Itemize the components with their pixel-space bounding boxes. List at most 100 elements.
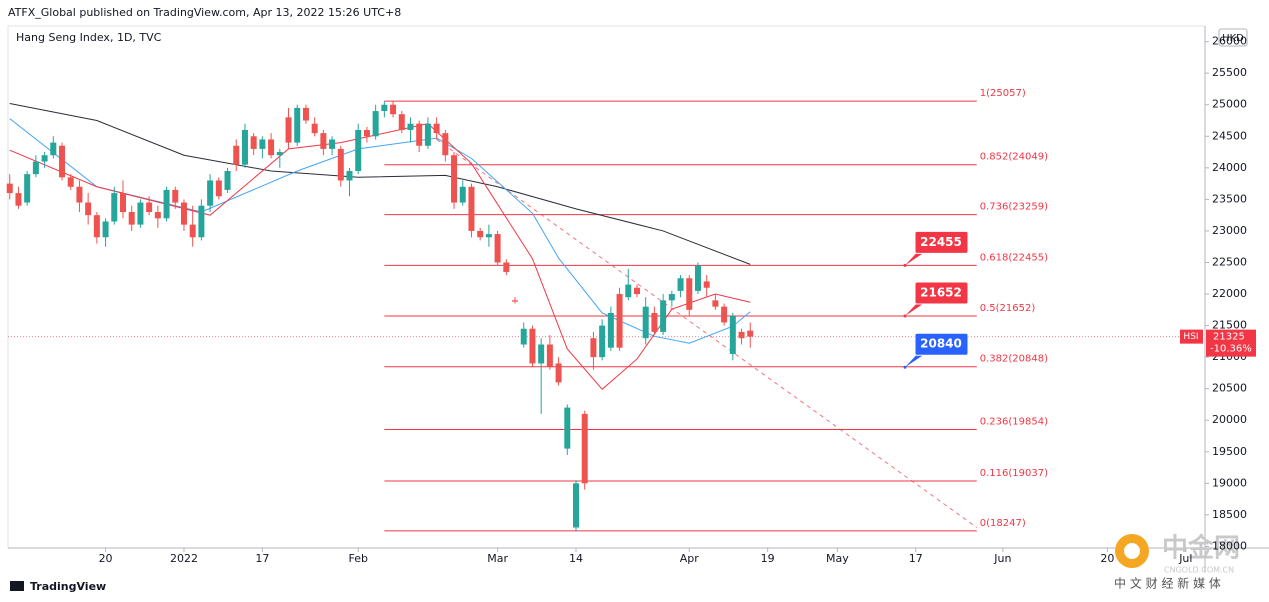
candle-body xyxy=(50,142,57,156)
currency[interactable]: HKD xyxy=(1222,33,1244,44)
candle-body xyxy=(172,189,179,203)
candle-body xyxy=(346,170,353,181)
candle-body xyxy=(747,330,754,337)
candle-body xyxy=(111,193,118,222)
x-tick-label: 17 xyxy=(255,552,269,565)
candle-body xyxy=(703,281,710,288)
candle-body xyxy=(529,328,536,364)
candle-body xyxy=(738,331,745,339)
candle-body xyxy=(398,114,405,130)
fib-label: 0.852(24049) xyxy=(980,152,1048,163)
candle-body xyxy=(625,284,632,298)
candle-body xyxy=(320,133,327,149)
callout-anchor xyxy=(903,314,907,318)
callout-box xyxy=(914,230,969,254)
candle-body xyxy=(642,306,649,339)
y-tick-label: 19500 xyxy=(1212,445,1247,458)
candle-body xyxy=(607,312,614,348)
x-tick-label: 2022 xyxy=(170,552,198,565)
callout-anchor xyxy=(903,263,907,267)
candle-body xyxy=(363,129,370,137)
x-tick-label: 14 xyxy=(569,552,583,565)
y-tick-label: 20000 xyxy=(1212,413,1247,426)
fib-label: 0.5(21652) xyxy=(980,303,1036,314)
watermark-logo-inner xyxy=(1124,543,1140,559)
candle-body xyxy=(154,212,161,219)
y-tick-label: 22000 xyxy=(1212,287,1247,300)
candle-body xyxy=(6,183,13,194)
y-tick-label: 24000 xyxy=(1212,161,1247,174)
y-tick-label: 23000 xyxy=(1212,224,1247,237)
candle-body xyxy=(407,123,414,130)
candle-body xyxy=(694,265,701,291)
symbol-title: Hang Seng Index, 1D, TVC xyxy=(16,31,162,44)
y-tick-label: 22500 xyxy=(1212,255,1247,268)
candle-body xyxy=(599,325,606,358)
y-tick-label: 25500 xyxy=(1212,66,1247,79)
x-tick-label: Apr xyxy=(680,552,700,565)
callout-pointer xyxy=(905,353,926,368)
candle-body xyxy=(259,139,266,149)
candle-body xyxy=(311,123,318,134)
symbol-tag-label: HSI xyxy=(1183,332,1198,342)
candle-body xyxy=(59,145,66,178)
footer-logo xyxy=(10,581,24,591)
candle-body xyxy=(729,316,736,354)
candle-body xyxy=(163,189,170,219)
candle-body xyxy=(180,202,187,225)
candle-body xyxy=(207,180,214,206)
currency-button[interactable] xyxy=(1218,28,1248,47)
candle-body xyxy=(485,234,492,238)
y-tick-label: 19000 xyxy=(1212,476,1247,489)
y-tick-label: 25000 xyxy=(1212,98,1247,111)
callout-box xyxy=(914,332,969,356)
x-tick-label: 17 xyxy=(909,552,923,565)
candle-body xyxy=(520,328,527,345)
candle-body xyxy=(677,278,684,291)
candle-body xyxy=(215,180,222,197)
callout-box xyxy=(914,281,969,305)
candle-body xyxy=(712,300,719,307)
candle-body xyxy=(512,300,519,302)
y-tick-label: 24500 xyxy=(1212,129,1247,142)
symbol-tag xyxy=(1180,329,1203,344)
candle-body xyxy=(581,413,588,484)
watermark-site: CNGOLD.COM.CN xyxy=(1164,566,1234,575)
callout-pointer xyxy=(905,301,926,316)
x-tick-label: 19 xyxy=(761,552,775,565)
candle-body xyxy=(442,133,449,156)
fib-label: 1(25057) xyxy=(980,88,1026,99)
x-tick-label: Feb xyxy=(348,552,367,565)
y-tick-label: 26000 xyxy=(1212,35,1247,48)
candle-body xyxy=(381,104,388,112)
x-tick-label: Jun xyxy=(993,552,1011,565)
candle-body xyxy=(198,205,205,238)
candle-body xyxy=(468,186,475,231)
candle-body xyxy=(372,111,379,137)
candle-body xyxy=(250,136,257,149)
candle-body xyxy=(32,161,39,175)
candle-body xyxy=(241,129,248,165)
candle-body xyxy=(494,234,501,263)
watermark-slogan: 中 文 财 经 新 媒 体 xyxy=(1114,576,1221,591)
candle-body xyxy=(503,262,510,272)
candle-body xyxy=(564,407,571,449)
candle-body xyxy=(337,148,344,181)
candle-body xyxy=(85,202,92,216)
fib-label: 0.236(19854) xyxy=(980,416,1048,427)
plot: 1(25057) 0.852(24049) 0.736(23259) 0.618(22… xyxy=(6,88,1205,532)
candle-body xyxy=(546,344,553,367)
candle-body xyxy=(67,177,74,187)
candle-body xyxy=(477,230,484,238)
publish-info: ATFX_Global published on TradingView.com… xyxy=(8,6,401,19)
candle-body xyxy=(137,202,144,225)
candle-body xyxy=(355,129,362,171)
callout-pointer xyxy=(905,251,926,266)
candle-body xyxy=(128,212,135,225)
callout-anchor xyxy=(903,365,907,369)
candle-body xyxy=(451,155,458,203)
candle-body xyxy=(294,107,301,143)
candle-body xyxy=(459,186,466,203)
candle-body xyxy=(573,483,580,528)
